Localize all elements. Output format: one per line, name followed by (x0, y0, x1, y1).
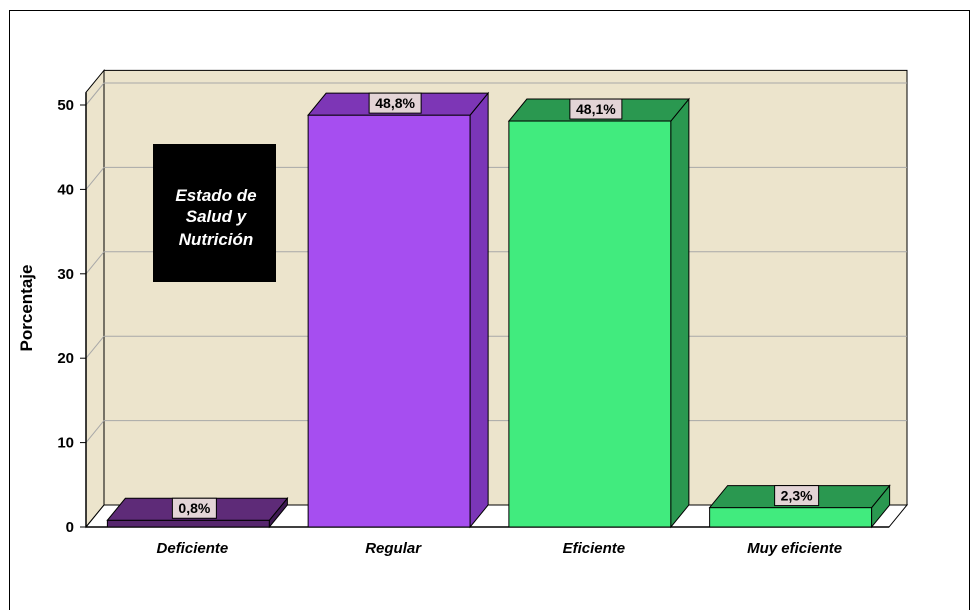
bar-side (469, 91, 489, 529)
y-tick-label: 30 (57, 266, 74, 283)
bar-front (508, 120, 672, 528)
gridline-side (85, 335, 105, 359)
annotation-line-3: Nutrición (179, 230, 254, 249)
annotation-line-2: Salud y (186, 207, 248, 226)
y-tick-label: 0 (66, 519, 74, 536)
y-tick-label: 50 (57, 97, 74, 114)
chart-walls (84, 68, 909, 529)
data-label-box (368, 92, 422, 114)
y-tick-label: 10 (57, 435, 74, 452)
bar-front (106, 519, 270, 528)
data-labels: 0,8% 48,8% 48,1% 2,3% (171, 92, 820, 519)
data-label: 2,3% (774, 485, 820, 507)
x-category-label: Deficiente (157, 540, 229, 557)
annotation-background (153, 144, 276, 282)
x-category-labels: Deficiente Regular Eficiente Muy eficiente (157, 540, 843, 557)
y-tick-label: 20 (57, 350, 74, 367)
bar-front (307, 114, 471, 528)
data-label-box (171, 497, 217, 519)
data-label: 0,8% (171, 497, 217, 519)
data-label-text: 0,8% (178, 500, 210, 516)
data-label-text: 2,3% (781, 488, 813, 504)
data-label: 48,8% (368, 92, 422, 114)
data-label-box (569, 98, 623, 120)
y-axis-title: Porcentaje (17, 265, 36, 352)
data-label-text: 48,1% (576, 101, 616, 117)
bar-side (670, 97, 690, 529)
bar-front (709, 507, 873, 528)
annotation-line-1: Estado de (175, 186, 256, 205)
gridline-side (85, 251, 105, 275)
bar (307, 91, 490, 529)
bar (507, 97, 690, 529)
data-label-text: 48,8% (375, 95, 415, 111)
y-tick-labels: 0 10 20 30 40 50 (57, 97, 74, 536)
legend-annotation-box: Estado de Salud y Nutrición (153, 144, 276, 282)
back-wall (103, 69, 908, 506)
data-label-box (774, 485, 820, 507)
y-tick-label: 40 (57, 181, 74, 198)
data-label: 48,1% (569, 98, 623, 120)
x-category-label: Muy eficiente (747, 540, 842, 557)
chart-frame (9, 10, 970, 610)
gridline-side (85, 420, 105, 443)
x-category-label: Regular (365, 540, 422, 557)
gridline-side (85, 167, 105, 190)
gridline-side (85, 82, 105, 106)
side-wall (85, 68, 105, 529)
x-category-label: Eficiente (563, 540, 626, 557)
